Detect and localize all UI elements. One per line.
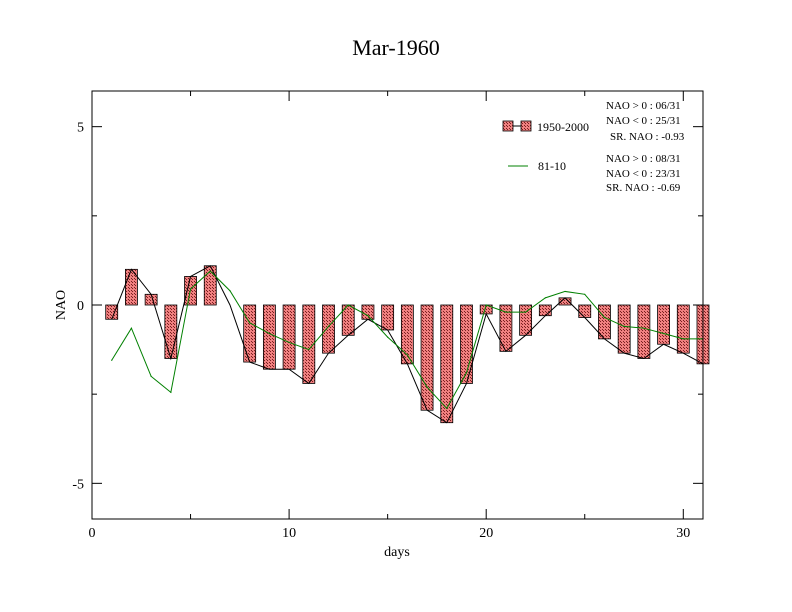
bar-day-1 [105,304,119,320]
bar-day-17 [420,304,434,411]
point-81-10-day-7 [229,290,231,292]
point-81-10-day-5 [189,288,192,290]
legend-label-1950-2000: 1950-2000 [537,120,589,134]
bar-day-15 [381,304,395,331]
point-81-10-day-28 [643,327,645,329]
bar-day-27 [617,304,631,354]
stat-1950-2000-pos: NAO > 0 : 06/31 [606,100,681,112]
bar-day-18 [440,304,454,424]
point-81-10-day-18 [446,407,448,410]
bar-day-25 [578,304,592,318]
point-81-10-day-15 [387,336,389,338]
point-81-10-day-27 [623,325,625,327]
point-81-10-day-26 [603,316,606,319]
point-81-10-day-25 [584,293,586,295]
point-81-10-day-12 [327,325,330,327]
x-tick-label-30: 30 [676,526,690,541]
point-81-10-day-20 [485,304,487,306]
point-81-10-day-10 [288,341,290,344]
y-tick-label-2: -5 [72,477,84,492]
bar-day-30 [676,304,690,354]
chart-title: Mar-1960 [352,35,440,60]
legend-label-81-10: 81-10 [538,159,566,173]
stat-81-10-sr: SR. NAO : -0.69 [606,182,681,194]
point-81-10-day-14 [367,315,369,317]
x-tick-label-10: 10 [282,526,296,541]
series-1950-2000-line [111,265,704,424]
y-tick-label-0: 5 [77,121,84,136]
bar-day-10 [282,304,296,370]
point-81-10-day-21 [505,311,507,313]
point-81-10-day-19 [465,372,468,374]
point-81-10-day-2 [130,327,133,329]
point-81-10-day-24 [564,290,566,293]
point-81-10-day-17 [426,386,428,388]
stat-1950-2000-sr: SR. NAO : -0.93 [610,131,685,143]
stat-81-10-pos: NAO > 0 : 08/31 [606,153,681,165]
point-81-10-day-8 [249,322,251,324]
stat-1950-2000-neg: NAO < 0 : 25/31 [606,115,681,127]
point-81-10-day-13 [347,304,349,306]
y-axis-label: NAO [54,290,69,320]
bar-day-28 [637,304,651,359]
bar-day-14 [361,304,375,320]
point-81-10-day-16 [406,354,408,356]
stat-81-10-neg: NAO < 0 : 23/31 [606,168,681,180]
point-81-10-day-22 [525,311,527,313]
point-81-10-day-4 [170,391,172,393]
bar-day-12 [322,304,335,354]
bar-day-23 [538,304,552,317]
legend: 1950-2000 81-10 NAO > 0 : 06/31 NAO < 0 … [502,100,685,194]
point-81-10-day-29 [662,332,665,335]
point-81-10-day-1 [111,359,113,361]
x-tick-label-20: 20 [479,526,493,541]
x-tick-label-0: 0 [89,526,96,541]
point-81-10-day-11 [308,348,310,351]
bar-day-9 [262,304,276,370]
x-axis-label: days [384,545,410,560]
point-81-10-day-6 [209,270,211,272]
bar-day-8 [243,304,257,363]
point-81-10-day-23 [544,297,546,299]
legend-swatch-1950-2000 [502,120,514,132]
point-81-10-day-30 [682,338,684,340]
y-tick-label-1: 0 [77,299,84,314]
point-81-10-day-9 [268,332,270,335]
legend-swatch-1950-2000-b [520,120,532,132]
bar-day-4 [164,304,178,359]
point-81-10-day-3 [150,375,152,377]
bar-day-29 [657,304,670,345]
